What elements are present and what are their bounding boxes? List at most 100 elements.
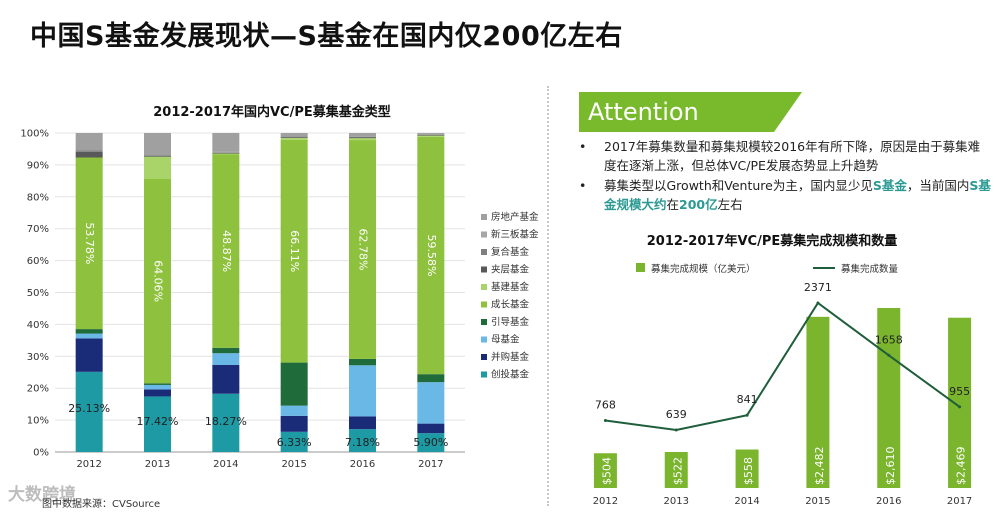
attention-banner-tail bbox=[774, 92, 802, 132]
y-tick-label: 0% bbox=[33, 448, 49, 459]
bullet-dot: • bbox=[579, 178, 587, 193]
bars bbox=[75, 133, 445, 452]
count-point bbox=[674, 428, 678, 432]
legend-swatch bbox=[636, 263, 645, 272]
bar-segment bbox=[212, 152, 240, 153]
y-tick-label: 20% bbox=[27, 384, 49, 395]
page-title: 中国S基金发展现状—S基金在国内仅200亿左右 bbox=[30, 21, 623, 52]
x-tick-label: 2014 bbox=[213, 459, 238, 470]
legend-label: 房地产基金 bbox=[491, 211, 539, 223]
bar bbox=[948, 317, 972, 488]
watermark-logo: 大数跨境 bbox=[8, 485, 76, 505]
bar-segment bbox=[75, 157, 103, 330]
count-value-label: 841 bbox=[737, 393, 758, 406]
y-axis: 0% 10% 20% 30% 40% 50% 60% 70% 80% 90% 100% bbox=[20, 129, 465, 459]
bar-segment bbox=[144, 396, 171, 452]
bar-segment bbox=[75, 151, 103, 158]
bar-segment bbox=[349, 416, 376, 430]
bar-segment bbox=[75, 333, 103, 339]
x-tick-label: 2014 bbox=[734, 496, 759, 507]
section-divider bbox=[547, 86, 549, 506]
legend-label: 募集完成数量 bbox=[841, 263, 899, 275]
legend-label: 募集完成规模（亿美元） bbox=[651, 263, 756, 275]
bar-segment bbox=[212, 133, 240, 152]
bar-segment bbox=[212, 153, 240, 155]
bullet-dot: • bbox=[579, 139, 587, 154]
legend-item: 基建基金 bbox=[481, 281, 530, 293]
legend-item: 创投基金 bbox=[481, 369, 530, 381]
bar-segment bbox=[349, 429, 376, 452]
y-tick-label: 10% bbox=[27, 416, 49, 427]
legend-swatch bbox=[481, 336, 487, 343]
bar-segment bbox=[212, 365, 240, 394]
y-tick-label: 70% bbox=[27, 224, 49, 235]
count-line-path bbox=[605, 301, 961, 432]
bar-segment bbox=[280, 362, 308, 406]
bar-labels: 53.78% 25.13% 64.06% 17.42% 48.87% 18.27% 66.1… bbox=[68, 222, 448, 449]
legend-swatch bbox=[481, 231, 487, 238]
bar-segment bbox=[417, 134, 445, 135]
bar-segment bbox=[144, 383, 171, 385]
inner-percentage-label: 53.78% bbox=[83, 222, 96, 264]
bar-segment bbox=[144, 156, 171, 179]
x-tick-label: 2017 bbox=[947, 496, 972, 507]
inner-percentage-label: 66.11% bbox=[288, 230, 301, 272]
legend-item: 并购基金 bbox=[481, 351, 530, 363]
count-value-label: 1658 bbox=[875, 333, 903, 346]
bullet-text: 左右 bbox=[717, 197, 743, 212]
bar-segment bbox=[144, 133, 171, 156]
x-tick-label: 2015 bbox=[805, 496, 830, 507]
bar-segment bbox=[417, 423, 445, 434]
x-axis: 2012 2013 2014 2015 2016 2017 bbox=[76, 459, 443, 470]
bar-segment bbox=[417, 374, 445, 383]
lower-percentage-label: 18.27% bbox=[205, 415, 247, 428]
legend-item: 成长基金 bbox=[481, 299, 530, 311]
bar bbox=[735, 449, 759, 488]
bar-segment bbox=[349, 133, 376, 137]
bar-segment bbox=[212, 154, 240, 348]
bar-segment bbox=[75, 150, 103, 152]
legend-label: 成长基金 bbox=[491, 299, 530, 311]
bar-segment bbox=[75, 371, 103, 452]
chart-title-fundraising: 2012-2017年VC/PE募集完成规模和数量 bbox=[647, 233, 898, 249]
bullet-item: • 2017年募集数量和募集规模较2016年有所下降，原因是由于募集难度在逐渐上… bbox=[576, 137, 991, 175]
bar-value-label: $2,482 bbox=[813, 447, 826, 486]
lower-percentage-label: 25.13% bbox=[68, 402, 110, 415]
count-value-label: 2371 bbox=[804, 281, 832, 294]
chart-title-fund-types: 2012-2017年国内VC/PE募集基金类型 bbox=[153, 104, 391, 120]
bullet-text: 2017年募集数量和募集规模较2016年有所下降，原因是由于募集难度在逐渐上涨，… bbox=[604, 139, 981, 173]
legend-swatch bbox=[481, 284, 487, 290]
bar-segment bbox=[280, 405, 308, 416]
legend-item-line: 募集完成数量 bbox=[813, 263, 899, 275]
bar-value-label: $522 bbox=[671, 457, 684, 485]
bar-segment bbox=[144, 155, 171, 156]
x-tick-label: 2013 bbox=[664, 496, 689, 507]
bar-segment bbox=[75, 133, 103, 151]
inner-percentage-label: 64.06% bbox=[152, 260, 165, 302]
legend-label: 引导基金 bbox=[491, 316, 530, 328]
legend-label: 并购基金 bbox=[491, 351, 530, 363]
legend-item: 房地产基金 bbox=[481, 211, 539, 223]
legend-label: 母基金 bbox=[491, 334, 520, 346]
x-axis: 2012 2013 2014 2015 2016 2017 bbox=[593, 496, 973, 507]
bar-segment bbox=[280, 431, 308, 452]
bar-segment bbox=[280, 137, 308, 139]
highlight-amount: 200亿 bbox=[679, 197, 718, 212]
highlight-s-fund-size: S基金规模大约 bbox=[604, 178, 991, 212]
y-tick-label: 40% bbox=[27, 320, 49, 331]
bar bbox=[593, 453, 617, 488]
bars: $504 $522 $558 $2,482 $2,610 $2,469 bbox=[593, 308, 972, 488]
x-tick-label: 2016 bbox=[350, 459, 375, 470]
y-tick-label: 60% bbox=[27, 256, 49, 267]
bar bbox=[877, 308, 901, 488]
inner-percentage-label: 59.58% bbox=[425, 235, 438, 277]
legend-swatch bbox=[481, 266, 487, 273]
count-line: 768 639 841 2371 1658 955 bbox=[595, 281, 970, 432]
fund-type-stacked-bar-chart: 2012-2017年国内VC/PE募集基金类型 0% 10% 20% 30% 40% 50… bbox=[20, 104, 539, 470]
count-point bbox=[887, 353, 891, 357]
legend-swatch bbox=[481, 301, 487, 308]
x-tick-label: 2012 bbox=[76, 459, 101, 470]
bar-segment bbox=[75, 338, 103, 372]
bar-segment bbox=[212, 151, 240, 153]
inner-percentage-label: 48.87% bbox=[220, 230, 233, 272]
